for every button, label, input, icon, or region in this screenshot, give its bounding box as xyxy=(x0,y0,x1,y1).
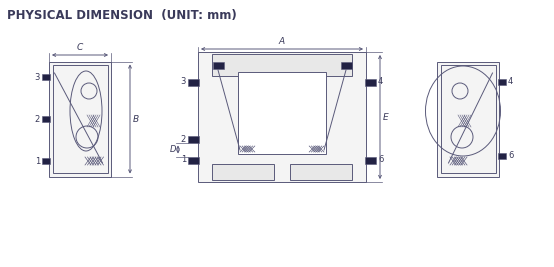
Bar xyxy=(212,54,352,76)
Text: 1: 1 xyxy=(35,156,40,166)
Text: 3: 3 xyxy=(34,73,40,81)
Text: B: B xyxy=(133,115,139,124)
Bar xyxy=(42,74,50,80)
Bar xyxy=(290,164,352,180)
Bar xyxy=(440,65,495,173)
Bar xyxy=(498,79,506,85)
Text: 1: 1 xyxy=(181,155,186,164)
Bar xyxy=(437,61,499,176)
Text: C: C xyxy=(77,43,83,52)
Bar xyxy=(188,78,199,85)
Bar xyxy=(238,72,326,154)
Text: 2: 2 xyxy=(35,115,40,124)
Bar xyxy=(213,61,223,69)
Text: 3: 3 xyxy=(181,77,186,87)
Text: 4: 4 xyxy=(378,77,383,87)
Text: 6: 6 xyxy=(378,155,383,164)
Bar xyxy=(498,153,506,159)
Text: E: E xyxy=(383,112,389,121)
Bar xyxy=(212,164,274,180)
Bar xyxy=(53,65,107,173)
Text: 6: 6 xyxy=(508,151,514,160)
Bar xyxy=(365,156,376,163)
Text: 4: 4 xyxy=(508,77,513,87)
Bar xyxy=(188,135,199,143)
Text: 2: 2 xyxy=(181,135,186,143)
Bar xyxy=(341,61,351,69)
Bar xyxy=(188,156,199,163)
Bar xyxy=(365,78,376,85)
Text: D: D xyxy=(170,145,177,154)
Bar xyxy=(42,158,50,164)
Bar xyxy=(198,52,366,182)
Bar xyxy=(49,61,111,176)
Bar xyxy=(42,116,50,122)
Text: PHYSICAL DIMENSION  (UNIT: mm): PHYSICAL DIMENSION (UNIT: mm) xyxy=(7,9,237,22)
Text: A: A xyxy=(279,37,285,46)
